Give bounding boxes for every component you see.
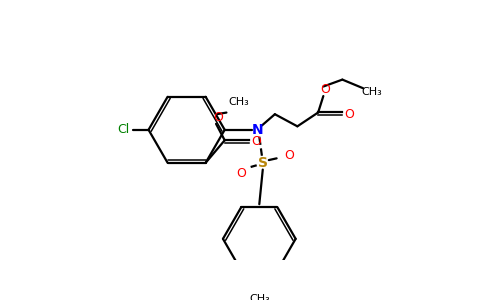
Text: N: N: [252, 123, 263, 137]
Text: CH₃: CH₃: [228, 97, 249, 107]
Text: S: S: [258, 156, 268, 170]
Text: CH₃: CH₃: [249, 294, 270, 300]
Text: O: O: [344, 108, 354, 121]
Text: CH₃: CH₃: [362, 87, 382, 97]
Text: O: O: [236, 167, 246, 180]
Text: Cl: Cl: [117, 123, 130, 136]
Text: O: O: [320, 83, 330, 97]
Text: O: O: [251, 135, 261, 148]
Text: O: O: [285, 149, 295, 162]
Text: O: O: [213, 111, 223, 124]
